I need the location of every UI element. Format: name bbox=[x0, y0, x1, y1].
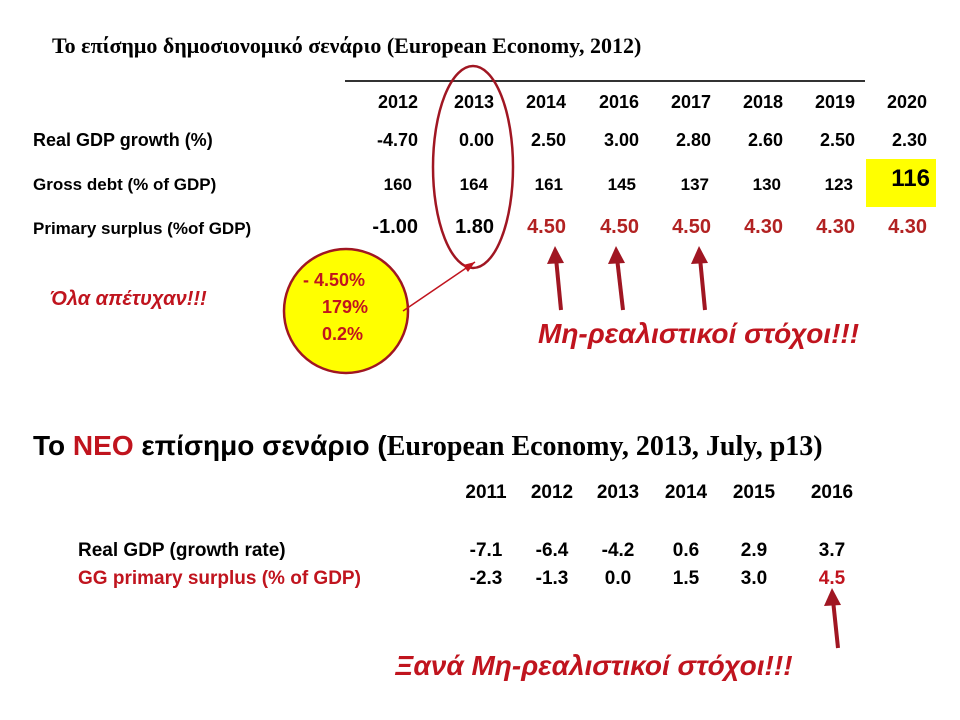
table1-header-2013: 2013 bbox=[453, 92, 494, 112]
table1-cell-debt-2020: 116 bbox=[891, 165, 930, 192]
table1-header-2020: 2020 bbox=[886, 92, 927, 112]
table2-cell: -7.1 bbox=[469, 540, 503, 561]
bubble-line-debt: 179% bbox=[322, 297, 369, 317]
table1-cell: 161 bbox=[534, 175, 563, 194]
table1-row-label-surplus: Primary surplus (%of GDP) bbox=[33, 219, 252, 238]
table2-cell: 3.0 bbox=[740, 568, 768, 589]
table1-row-label-debt: Gross debt (% of GDP) bbox=[33, 175, 217, 194]
table1-cell: 130 bbox=[752, 175, 781, 194]
table2-cell-target: 4.5 bbox=[818, 568, 846, 589]
table2-cell: 2.9 bbox=[740, 540, 768, 561]
up-arrow-2017 bbox=[691, 246, 708, 311]
all-failed-annotation: Όλα απέτυχαν!!! bbox=[50, 288, 207, 310]
table1-cell: 0.00 bbox=[458, 130, 494, 150]
slide-title-2013: Το ΝΕΟ επίσημο σενάριο (European Economy… bbox=[33, 430, 823, 463]
table-top-rule bbox=[345, 80, 865, 82]
bubble-line-surplus: 0.2% bbox=[322, 324, 364, 344]
table1-cell-target: 4.30 bbox=[816, 216, 855, 238]
highlight-ellipse-2013 bbox=[431, 64, 515, 270]
table2-cell: -2.3 bbox=[469, 568, 503, 589]
up-arrow-2014 bbox=[547, 246, 564, 311]
table1-cell: 2.50 bbox=[530, 130, 566, 150]
table1-header-2012: 2012 bbox=[377, 92, 418, 112]
title2-part2: επίσημο σενάριο ( bbox=[133, 430, 387, 461]
table1-header-2017: 2017 bbox=[670, 92, 711, 112]
title2-part1: Το bbox=[33, 430, 73, 461]
results-bubble bbox=[282, 247, 410, 375]
table1-header-2016: 2016 bbox=[598, 92, 639, 112]
table2-cell: -1.3 bbox=[535, 568, 569, 589]
table1-cell-target: 4.50 bbox=[600, 216, 639, 238]
table1-header-2014: 2014 bbox=[525, 92, 566, 112]
table2-header-2016: 2016 bbox=[810, 482, 854, 503]
table1-cell: 1.80 bbox=[455, 216, 494, 238]
table1-row-label-gdp: Real GDP growth (%) bbox=[33, 130, 213, 150]
highlight-debt-2020 bbox=[866, 159, 936, 207]
table1-cell: -4.70 bbox=[376, 130, 418, 150]
table2-row-label-surplus: GG primary surplus (% of GDP) bbox=[78, 568, 361, 589]
table1-cell-target: 4.50 bbox=[672, 216, 711, 238]
table2-header-2011: 2011 bbox=[465, 482, 507, 503]
title2-neo: ΝΕΟ bbox=[72, 430, 134, 461]
table1-header-2019: 2019 bbox=[814, 92, 855, 112]
table2-cell: 0.6 bbox=[672, 540, 700, 561]
unrealistic-targets-annotation: Μη-ρεαλιστικοί στόχοι!!! bbox=[538, 318, 860, 349]
table1-cell: 164 bbox=[459, 175, 488, 194]
table1-cell: 137 bbox=[680, 175, 709, 194]
table1-cell-target: 4.30 bbox=[888, 216, 927, 238]
again-unrealistic-annotation: Ξανά Μη-ρεαλιστικοί στόχοι!!! bbox=[395, 650, 793, 681]
table1-cell: 2.80 bbox=[675, 130, 711, 150]
table2-header-2012: 2012 bbox=[530, 482, 574, 503]
slide-title-2012: Το επίσημο δημοσιονομικό σενάριο (Europe… bbox=[52, 33, 642, 58]
table2-header-2014: 2014 bbox=[664, 482, 708, 503]
table2-cell: 0.0 bbox=[604, 568, 632, 589]
table2-cell: 1.5 bbox=[672, 568, 700, 589]
table1-cell-target: 4.30 bbox=[744, 216, 783, 238]
title2-part3: European Economy, 2013, July, p13) bbox=[386, 431, 823, 462]
table1-cell: 2.60 bbox=[747, 130, 783, 150]
table1-cell-target: 4.50 bbox=[527, 216, 566, 238]
table1-cell: -1.00 bbox=[372, 216, 418, 238]
table2-cell: -6.4 bbox=[535, 540, 569, 561]
up-arrow-2016 bbox=[608, 246, 625, 311]
table2-header-2013: 2013 bbox=[596, 482, 640, 503]
table1-cell: 160 bbox=[383, 175, 412, 194]
table2-cell: 3.7 bbox=[818, 540, 846, 561]
table1-cell: 123 bbox=[824, 175, 853, 194]
table1-header-2018: 2018 bbox=[742, 92, 783, 112]
up-arrow-2016-new bbox=[824, 588, 841, 649]
bubble-pointer-arrow bbox=[402, 261, 476, 312]
table2-header-2015: 2015 bbox=[732, 482, 776, 503]
bubble-line-growth: - 4.50% bbox=[303, 270, 366, 290]
table1-cell: 2.50 bbox=[819, 130, 855, 150]
table1-cell: 145 bbox=[607, 175, 636, 194]
table2-row-label-gdp: Real GDP (growth rate) bbox=[78, 540, 286, 561]
table1-cell: 3.00 bbox=[603, 130, 639, 150]
table1-cell: 2.30 bbox=[891, 130, 927, 150]
bubble-pointer-arrowhead bbox=[463, 262, 475, 272]
table2-cell: -4.2 bbox=[601, 540, 635, 561]
